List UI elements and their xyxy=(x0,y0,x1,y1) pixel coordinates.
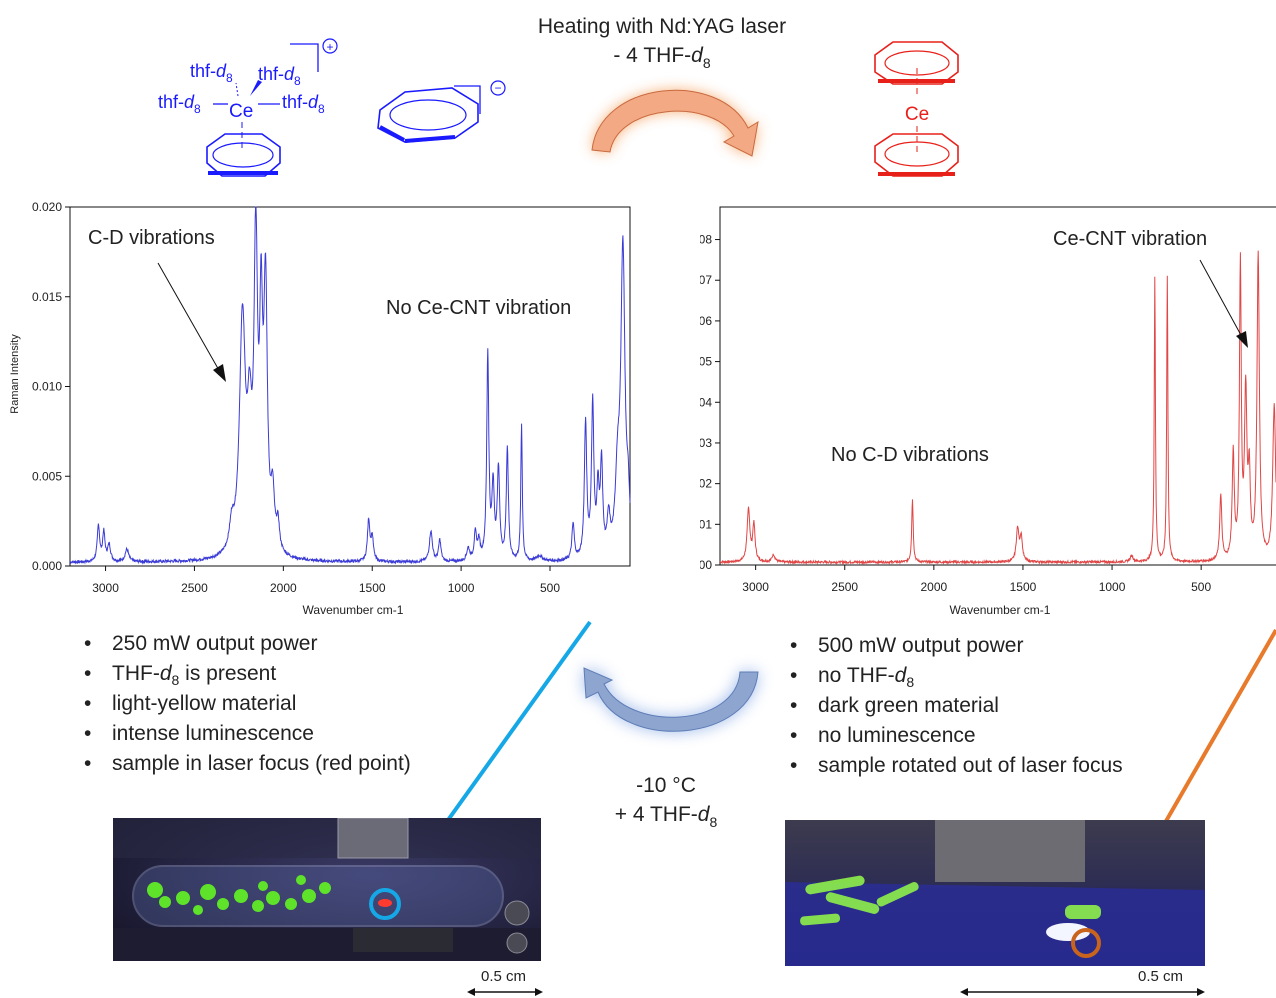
list-item: no THF-d8 xyxy=(786,661,1123,691)
right-scale-bar: 0.5 cm xyxy=(960,968,1205,998)
y-axis-label: Raman Intensity xyxy=(9,334,21,414)
scale-arrow-icon xyxy=(960,988,1205,996)
x-tick-label: 2000 xyxy=(920,580,947,594)
cooling-arrow-icon xyxy=(583,667,759,732)
sample-marker-icon xyxy=(1071,928,1101,958)
y-tick-label: 0.03 xyxy=(700,436,712,450)
thf-ligand-label: thf-d8 xyxy=(282,92,325,116)
right-conditions-list: 500 mW output power no THF-d8 dark green… xyxy=(786,631,1123,781)
x-tick-label: 1000 xyxy=(448,581,475,595)
y-axis-ticks: 0.00 0.01 0.02 0.03 0.04 0.05 0.06 0.07 0.08 xyxy=(700,233,720,572)
y-tick-label: 0.00 xyxy=(700,558,712,572)
plot-frame-rect xyxy=(69,206,631,567)
cerium-label: Ce xyxy=(229,101,253,122)
x-tick-label: 3000 xyxy=(92,581,119,595)
raman-spectrum-right: 0.00 0.01 0.02 0.03 0.04 0.05 0.06 0.07 0.08 300… xyxy=(700,206,1276,617)
annotation-ce-cnt-vibration: Ce-CNT vibration xyxy=(1053,228,1207,250)
thf-ligand-label: thf-d8 xyxy=(190,61,233,85)
x-tick-label: 2000 xyxy=(270,581,297,595)
thf-ligand-label: thf-d8 xyxy=(258,64,301,88)
raman-spectrum-left: 0.000 0.005 0.010 0.015 0.020 3000 2500 2000 15… xyxy=(9,200,631,617)
right-sample-photo xyxy=(785,820,1205,966)
x-tick-label: 2500 xyxy=(831,580,858,594)
reaction-scheme: Heating with Nd:YAG laser - 4 THF-d8 thf… xyxy=(158,15,959,177)
y-tick-label: 0.05 xyxy=(700,355,712,369)
arrow-label-bottom-2: + 4 THF-d8 xyxy=(615,803,718,830)
photo-drawing xyxy=(113,818,541,961)
cerocene-structure: Ce xyxy=(874,41,959,177)
y-tick-label: 0.06 xyxy=(700,314,712,328)
scale-label: 0.5 cm xyxy=(481,968,527,985)
spectrum-line xyxy=(69,206,631,565)
left-conditions-list: 250 mW output power THF-d8 is present li… xyxy=(80,629,411,779)
y-tick-label: 0.000 xyxy=(32,559,62,573)
y-tick-label: 0.07 xyxy=(700,273,712,287)
annotation-arrow-icon xyxy=(1199,259,1248,348)
y-tick-label: 0.02 xyxy=(700,477,712,491)
left-sample-photo xyxy=(113,818,541,961)
cerium-label: Ce xyxy=(905,104,929,125)
list-item: no luminescence xyxy=(786,721,1123,751)
spectrum-line xyxy=(719,250,1276,566)
x-tick-label: 1000 xyxy=(1099,580,1126,594)
list-item: THF-d8 is present xyxy=(80,659,411,689)
list-item: intense luminescence xyxy=(80,719,411,749)
arrow-label-bottom-1: -10 °C xyxy=(636,774,696,797)
cation-charge: + xyxy=(326,40,333,54)
x-tick-label: 2500 xyxy=(181,581,208,595)
list-item: sample in laser focus (red point) xyxy=(80,749,411,779)
photo-drawing xyxy=(785,820,1205,966)
x-tick-label: 1500 xyxy=(359,581,386,595)
annotation-no-cd-vibrations: No C-D vibrations xyxy=(831,444,989,466)
y-tick-label: 0.020 xyxy=(32,200,62,214)
annotation-cd-vibrations: C-D vibrations xyxy=(88,227,215,249)
x-tick-label: 3000 xyxy=(742,580,769,594)
thf-ligand-label: thf-d8 xyxy=(158,92,201,116)
list-item: light-yellow material xyxy=(80,689,411,719)
y-axis-ticks: 0.000 0.005 0.010 0.015 0.020 xyxy=(32,200,70,573)
scale-label: 0.5 cm xyxy=(1138,968,1184,985)
plot-frame-rect xyxy=(719,206,1276,566)
arrow-label-sub-top: - 4 THF-d8 xyxy=(613,44,710,71)
laser-focus-marker-icon xyxy=(369,888,401,920)
x-axis-label: Wavenumber cm-1 xyxy=(303,603,404,617)
heating-arrow-icon xyxy=(591,89,759,157)
left-scale-bar: 0.5 cm xyxy=(467,968,543,998)
list-item: 250 mW output power xyxy=(80,629,411,659)
x-tick-label: 500 xyxy=(540,581,560,595)
y-tick-label: 0.010 xyxy=(32,380,62,394)
y-tick-label: 0.04 xyxy=(700,395,712,409)
annotation-no-ce-cnt: No Ce-CNT vibration xyxy=(386,297,571,319)
list-item: sample rotated out of laser focus xyxy=(786,751,1123,781)
y-tick-label: 0.01 xyxy=(700,517,712,531)
x-tick-label: 500 xyxy=(1191,580,1211,594)
annotation-arrow-icon xyxy=(157,262,226,382)
x-axis-ticks: 3000 2500 2000 1500 1000 500 xyxy=(92,566,560,595)
x-axis-ticks: 3000 2500 2000 1500 1000 500 xyxy=(742,565,1211,594)
x-axis-label: Wavenumber cm-1 xyxy=(950,603,1051,617)
list-item: 500 mW output power xyxy=(786,631,1123,661)
cot-anion-structure: − xyxy=(377,80,506,143)
y-tick-label: 0.015 xyxy=(32,290,62,304)
anion-charge: − xyxy=(494,81,501,95)
y-tick-label: 0.08 xyxy=(700,233,712,247)
x-tick-label: 1500 xyxy=(1010,580,1037,594)
y-tick-label: 0.005 xyxy=(32,469,62,483)
ce-thf-cation-structure: thf-d8 thf-d8 thf-d8 thf-d8 Ce + xyxy=(158,38,338,177)
arrow-label-top: Heating with Nd:YAG laser xyxy=(538,15,786,38)
scale-arrow-icon xyxy=(467,988,543,996)
list-item: dark green material xyxy=(786,691,1123,721)
